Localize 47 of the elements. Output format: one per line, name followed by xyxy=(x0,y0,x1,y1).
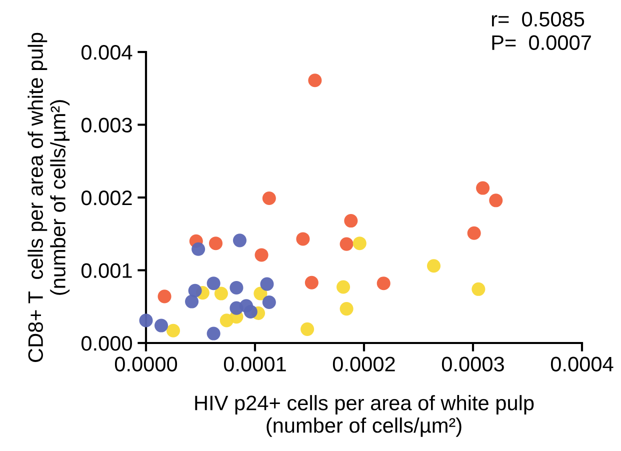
point xyxy=(232,234,247,248)
x-tick-label: 0.0001 xyxy=(224,356,286,372)
point xyxy=(476,181,490,195)
point xyxy=(344,214,358,228)
point xyxy=(352,236,366,250)
point xyxy=(426,259,441,273)
point xyxy=(300,322,314,336)
point xyxy=(139,314,153,328)
point xyxy=(336,280,350,294)
point xyxy=(154,318,168,332)
point xyxy=(244,304,258,318)
point xyxy=(308,74,322,88)
point xyxy=(158,290,172,304)
point xyxy=(376,276,390,290)
y-tick-label: 0.004 xyxy=(81,45,132,60)
y-axis-title: CD8+ T cells per area of white pulp (number of cells/µm²) xyxy=(28,32,70,362)
point xyxy=(304,276,318,290)
point xyxy=(254,248,268,262)
point xyxy=(192,242,206,256)
point xyxy=(296,232,310,246)
text: r= 0.5085 xyxy=(492,12,584,27)
point xyxy=(188,284,202,298)
x-tick-label: 0.0004 xyxy=(550,356,614,372)
point xyxy=(260,277,274,291)
text: P= 0.0007 xyxy=(492,35,591,50)
point xyxy=(230,280,244,294)
x-tick-label: 0.0003 xyxy=(442,356,504,372)
point xyxy=(340,237,354,251)
point xyxy=(166,324,180,338)
x-tick-label: 0.0000 xyxy=(114,356,178,372)
point xyxy=(262,191,276,205)
point xyxy=(340,302,354,316)
point xyxy=(489,194,503,208)
x-axis-title: HIV p24+ cells per area of white pulp (number of cells/µm²) xyxy=(195,395,534,437)
x-tick-label: 0.0002 xyxy=(332,356,395,372)
point xyxy=(214,286,228,300)
point xyxy=(208,236,223,250)
y-tick-label: 0.002 xyxy=(81,190,132,206)
y-tick-label: 0.001 xyxy=(81,263,132,278)
point xyxy=(206,276,220,290)
point xyxy=(262,295,276,310)
point xyxy=(185,294,199,308)
point xyxy=(206,326,220,340)
y-tick-label: 0.003 xyxy=(81,118,132,133)
y-tick-label: 0.000 xyxy=(81,336,132,351)
point xyxy=(472,282,486,296)
point xyxy=(467,226,481,240)
